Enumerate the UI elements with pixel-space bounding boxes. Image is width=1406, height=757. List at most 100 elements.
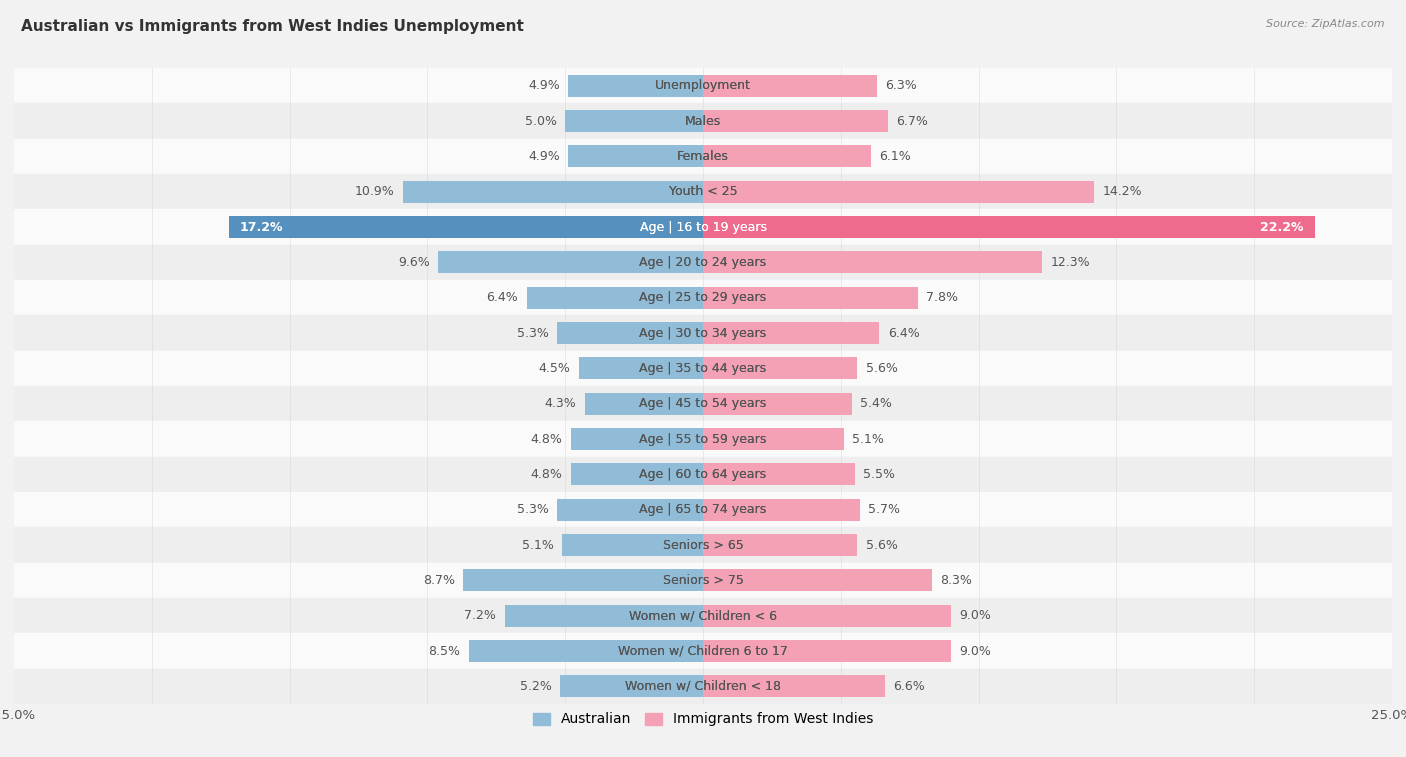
Text: Age | 35 to 44 years: Age | 35 to 44 years [640, 362, 766, 375]
Text: 5.1%: 5.1% [852, 432, 884, 446]
Text: 12.3%: 12.3% [1050, 256, 1090, 269]
Text: Unemployment: Unemployment [655, 79, 751, 92]
Text: 10.9%: 10.9% [354, 185, 394, 198]
Text: Youth < 25: Youth < 25 [669, 185, 737, 198]
Bar [703, 499, 860, 521]
Text: 7.2%: 7.2% [464, 609, 496, 622]
Bar [703, 287, 918, 309]
Bar [468, 640, 703, 662]
Text: 6.3%: 6.3% [884, 79, 917, 92]
Text: Seniors > 65: Seniors > 65 [662, 538, 744, 552]
Bar [14, 104, 1392, 139]
Bar [568, 145, 703, 167]
Text: Age | 16 to 19 years: Age | 16 to 19 years [640, 220, 766, 234]
Text: Age | 65 to 74 years: Age | 65 to 74 years [640, 503, 766, 516]
Bar [14, 139, 1392, 174]
Bar [14, 68, 1392, 104]
Bar [560, 675, 703, 697]
Bar [703, 534, 858, 556]
Bar [14, 245, 1392, 280]
Bar [14, 562, 1392, 598]
Text: 4.8%: 4.8% [530, 432, 562, 446]
Bar [585, 393, 703, 415]
Text: Source: ZipAtlas.com: Source: ZipAtlas.com [1267, 19, 1385, 29]
Text: Females: Females [678, 150, 728, 163]
Bar [14, 634, 1392, 668]
Text: 7.8%: 7.8% [927, 291, 959, 304]
Bar [14, 386, 1392, 422]
Text: 8.3%: 8.3% [941, 574, 972, 587]
Bar [568, 75, 703, 97]
Text: 5.2%: 5.2% [520, 680, 551, 693]
Text: Seniors > 75: Seniors > 75 [662, 574, 744, 587]
Text: 5.6%: 5.6% [866, 538, 897, 552]
Bar [703, 322, 879, 344]
Text: 6.7%: 6.7% [896, 114, 928, 128]
Text: 9.6%: 9.6% [398, 256, 430, 269]
Text: Age | 55 to 59 years: Age | 55 to 59 years [640, 432, 766, 446]
Text: Unemployment: Unemployment [655, 79, 751, 92]
Text: Age | 25 to 29 years: Age | 25 to 29 years [640, 291, 766, 304]
Bar [14, 422, 1392, 456]
Text: 8.7%: 8.7% [423, 574, 456, 587]
Bar [703, 675, 884, 697]
Bar [703, 393, 852, 415]
Bar [571, 463, 703, 485]
Text: Seniors > 65: Seniors > 65 [662, 538, 744, 552]
Text: 22.2%: 22.2% [1260, 220, 1303, 234]
Text: 5.5%: 5.5% [863, 468, 894, 481]
Bar [14, 598, 1392, 634]
Text: Age | 55 to 59 years: Age | 55 to 59 years [640, 432, 766, 446]
Bar [703, 181, 1094, 203]
Text: 8.5%: 8.5% [429, 644, 461, 658]
Text: Age | 16 to 19 years: Age | 16 to 19 years [640, 220, 766, 234]
Text: Age | 30 to 34 years: Age | 30 to 34 years [640, 326, 766, 340]
Bar [557, 499, 703, 521]
Text: 9.0%: 9.0% [959, 609, 991, 622]
Text: Seniors > 75: Seniors > 75 [662, 574, 744, 587]
Bar [571, 428, 703, 450]
Bar [14, 528, 1392, 562]
Bar [703, 111, 887, 132]
Bar [703, 640, 950, 662]
Text: 6.6%: 6.6% [893, 680, 925, 693]
Bar [14, 210, 1392, 245]
Text: Women w/ Children 6 to 17: Women w/ Children 6 to 17 [619, 644, 787, 658]
Bar [703, 463, 855, 485]
Text: Males: Males [685, 114, 721, 128]
Bar [402, 181, 703, 203]
Bar [463, 569, 703, 591]
Text: Age | 35 to 44 years: Age | 35 to 44 years [640, 362, 766, 375]
Bar [562, 534, 703, 556]
Text: Women w/ Children 6 to 17: Women w/ Children 6 to 17 [619, 644, 787, 658]
Text: Age | 45 to 54 years: Age | 45 to 54 years [640, 397, 766, 410]
Text: 4.5%: 4.5% [538, 362, 571, 375]
Text: 4.8%: 4.8% [530, 468, 562, 481]
Bar [703, 145, 872, 167]
Text: Women w/ Children < 6: Women w/ Children < 6 [628, 609, 778, 622]
Text: Age | 25 to 29 years: Age | 25 to 29 years [640, 291, 766, 304]
Bar [14, 492, 1392, 528]
Bar [14, 350, 1392, 386]
Bar [579, 357, 703, 379]
Text: 14.2%: 14.2% [1102, 185, 1142, 198]
Bar [439, 251, 703, 273]
Bar [703, 217, 1315, 238]
Bar [703, 357, 858, 379]
Text: 5.1%: 5.1% [522, 538, 554, 552]
Text: Age | 30 to 34 years: Age | 30 to 34 years [640, 326, 766, 340]
Text: 4.3%: 4.3% [544, 397, 576, 410]
Text: 4.9%: 4.9% [527, 150, 560, 163]
Text: 6.4%: 6.4% [486, 291, 519, 304]
Bar [703, 569, 932, 591]
Text: 4.9%: 4.9% [527, 79, 560, 92]
Text: Age | 60 to 64 years: Age | 60 to 64 years [640, 468, 766, 481]
Bar [703, 75, 876, 97]
Text: 6.4%: 6.4% [887, 326, 920, 340]
Text: Age | 45 to 54 years: Age | 45 to 54 years [640, 397, 766, 410]
Bar [703, 251, 1042, 273]
Text: 6.1%: 6.1% [879, 150, 911, 163]
Text: Females: Females [678, 150, 728, 163]
Text: 5.4%: 5.4% [860, 397, 891, 410]
Text: 5.6%: 5.6% [866, 362, 897, 375]
